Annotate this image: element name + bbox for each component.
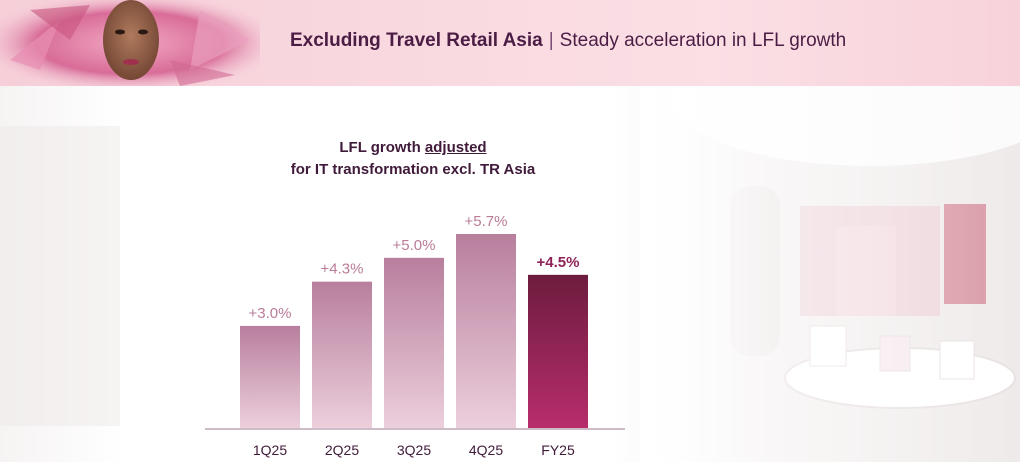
header-banner: Excluding Travel Retail Asia | Steady acce… (0, 0, 1020, 86)
chart-title-line-1: LFL growth adjusted (240, 137, 586, 159)
x-tick-3q25: 3Q25 (397, 442, 431, 458)
bar-2q25 (312, 281, 372, 428)
data-label-2q25: +4.3% (321, 261, 364, 278)
chart-title-line-2: for IT transformation excl. TR Asia (290, 161, 536, 178)
data-label-3q25: +5.0% (393, 237, 436, 254)
x-tick-2q25: 2Q25 (325, 442, 359, 458)
x-tick-4q25: 4Q25 (469, 442, 503, 458)
bar-1q25 (240, 325, 300, 428)
header-title-separator: | (548, 30, 554, 51)
store-fade-overlay (640, 86, 1020, 462)
data-label-4q25: +5.7% (465, 213, 508, 230)
bar-fy25 (528, 274, 588, 428)
bar-3q25 (384, 257, 444, 428)
x-tick-fy25: FY25 (541, 442, 575, 458)
bar-4q25 (456, 234, 516, 428)
data-label-1q25: +3.0% (249, 305, 292, 322)
header-portrait-image (0, 0, 260, 86)
header-title-rest: Steady acceleration in LFL growth (559, 30, 847, 51)
chart-title-prefix: LFL growth (339, 139, 425, 156)
chart-title: LFL growth adjusted for IT transformatio… (240, 137, 586, 181)
header-title-bold: Excluding Travel Retail Asia (290, 30, 543, 51)
header-title: Excluding Travel Retail Asia | Steady acce… (290, 30, 846, 52)
x-tick-1q25: 1Q25 (253, 442, 287, 458)
data-label-fy25: +4.5% (537, 254, 580, 271)
chart-title-emphasis: adjusted (424, 139, 487, 156)
